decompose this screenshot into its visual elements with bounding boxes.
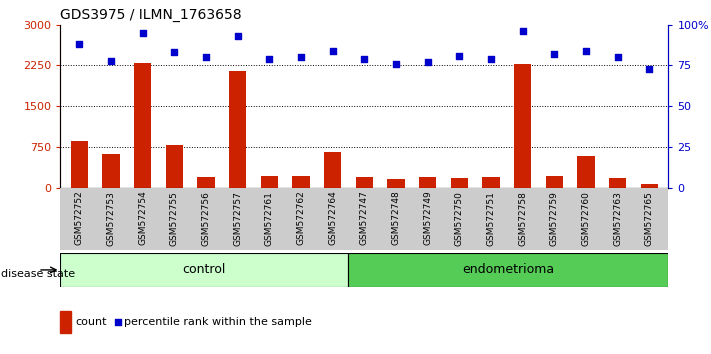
- Point: [327, 48, 338, 54]
- Text: GSM572763: GSM572763: [613, 191, 622, 246]
- Point: [390, 61, 402, 67]
- Bar: [482, 177, 500, 188]
- Bar: [348, 253, 668, 287]
- Text: GSM572764: GSM572764: [328, 191, 337, 245]
- Text: GSM572751: GSM572751: [486, 191, 496, 246]
- Point: [422, 59, 434, 65]
- Bar: [261, 176, 278, 188]
- Point: [74, 41, 85, 47]
- Point: [264, 56, 275, 62]
- Point: [358, 56, 370, 62]
- Text: disease state: disease state: [1, 269, 75, 279]
- Bar: [60, 253, 348, 287]
- Text: percentile rank within the sample: percentile rank within the sample: [124, 317, 312, 327]
- Point: [643, 66, 655, 72]
- Bar: [451, 178, 468, 188]
- Text: GSM572752: GSM572752: [75, 191, 84, 245]
- Bar: [292, 176, 310, 188]
- Text: GSM572756: GSM572756: [202, 191, 210, 246]
- Text: count: count: [75, 317, 107, 327]
- Text: GSM572759: GSM572759: [550, 191, 559, 246]
- Point: [612, 55, 624, 60]
- Text: GSM572755: GSM572755: [170, 191, 179, 246]
- Bar: [641, 183, 658, 188]
- Bar: [419, 177, 437, 188]
- Point: [517, 28, 528, 34]
- Bar: [198, 177, 215, 188]
- Text: endometrioma: endometrioma: [462, 263, 555, 276]
- Bar: [229, 71, 247, 188]
- Point: [549, 51, 560, 57]
- Bar: [70, 142, 88, 188]
- Bar: [134, 63, 151, 188]
- Text: GSM572754: GSM572754: [138, 191, 147, 245]
- Bar: [102, 154, 119, 188]
- Text: control: control: [183, 263, 226, 276]
- Text: GSM572747: GSM572747: [360, 191, 369, 245]
- Point: [232, 33, 243, 39]
- Text: GDS3975 / ILMN_1763658: GDS3975 / ILMN_1763658: [60, 8, 242, 22]
- Text: GSM572748: GSM572748: [392, 191, 400, 245]
- Bar: [356, 177, 373, 188]
- Bar: [577, 156, 594, 188]
- Bar: [609, 178, 626, 188]
- Bar: [387, 179, 405, 188]
- Point: [295, 55, 306, 60]
- Text: GSM572760: GSM572760: [582, 191, 591, 246]
- Point: [169, 50, 180, 55]
- Text: GSM572749: GSM572749: [423, 191, 432, 245]
- Text: GSM572765: GSM572765: [645, 191, 654, 246]
- Bar: [166, 145, 183, 188]
- Bar: [514, 64, 531, 188]
- Point: [201, 55, 212, 60]
- Point: [454, 53, 465, 58]
- Text: GSM572761: GSM572761: [265, 191, 274, 246]
- Bar: [545, 176, 563, 188]
- Point: [580, 48, 592, 54]
- Bar: [324, 152, 341, 188]
- Text: GSM572758: GSM572758: [518, 191, 527, 246]
- Text: GSM572753: GSM572753: [107, 191, 116, 246]
- Text: GSM572750: GSM572750: [455, 191, 464, 246]
- Point: [105, 58, 117, 63]
- Text: GSM572757: GSM572757: [233, 191, 242, 246]
- Text: GSM572762: GSM572762: [296, 191, 306, 245]
- Point: [137, 30, 149, 36]
- Bar: [60, 311, 71, 333]
- Point: [486, 56, 497, 62]
